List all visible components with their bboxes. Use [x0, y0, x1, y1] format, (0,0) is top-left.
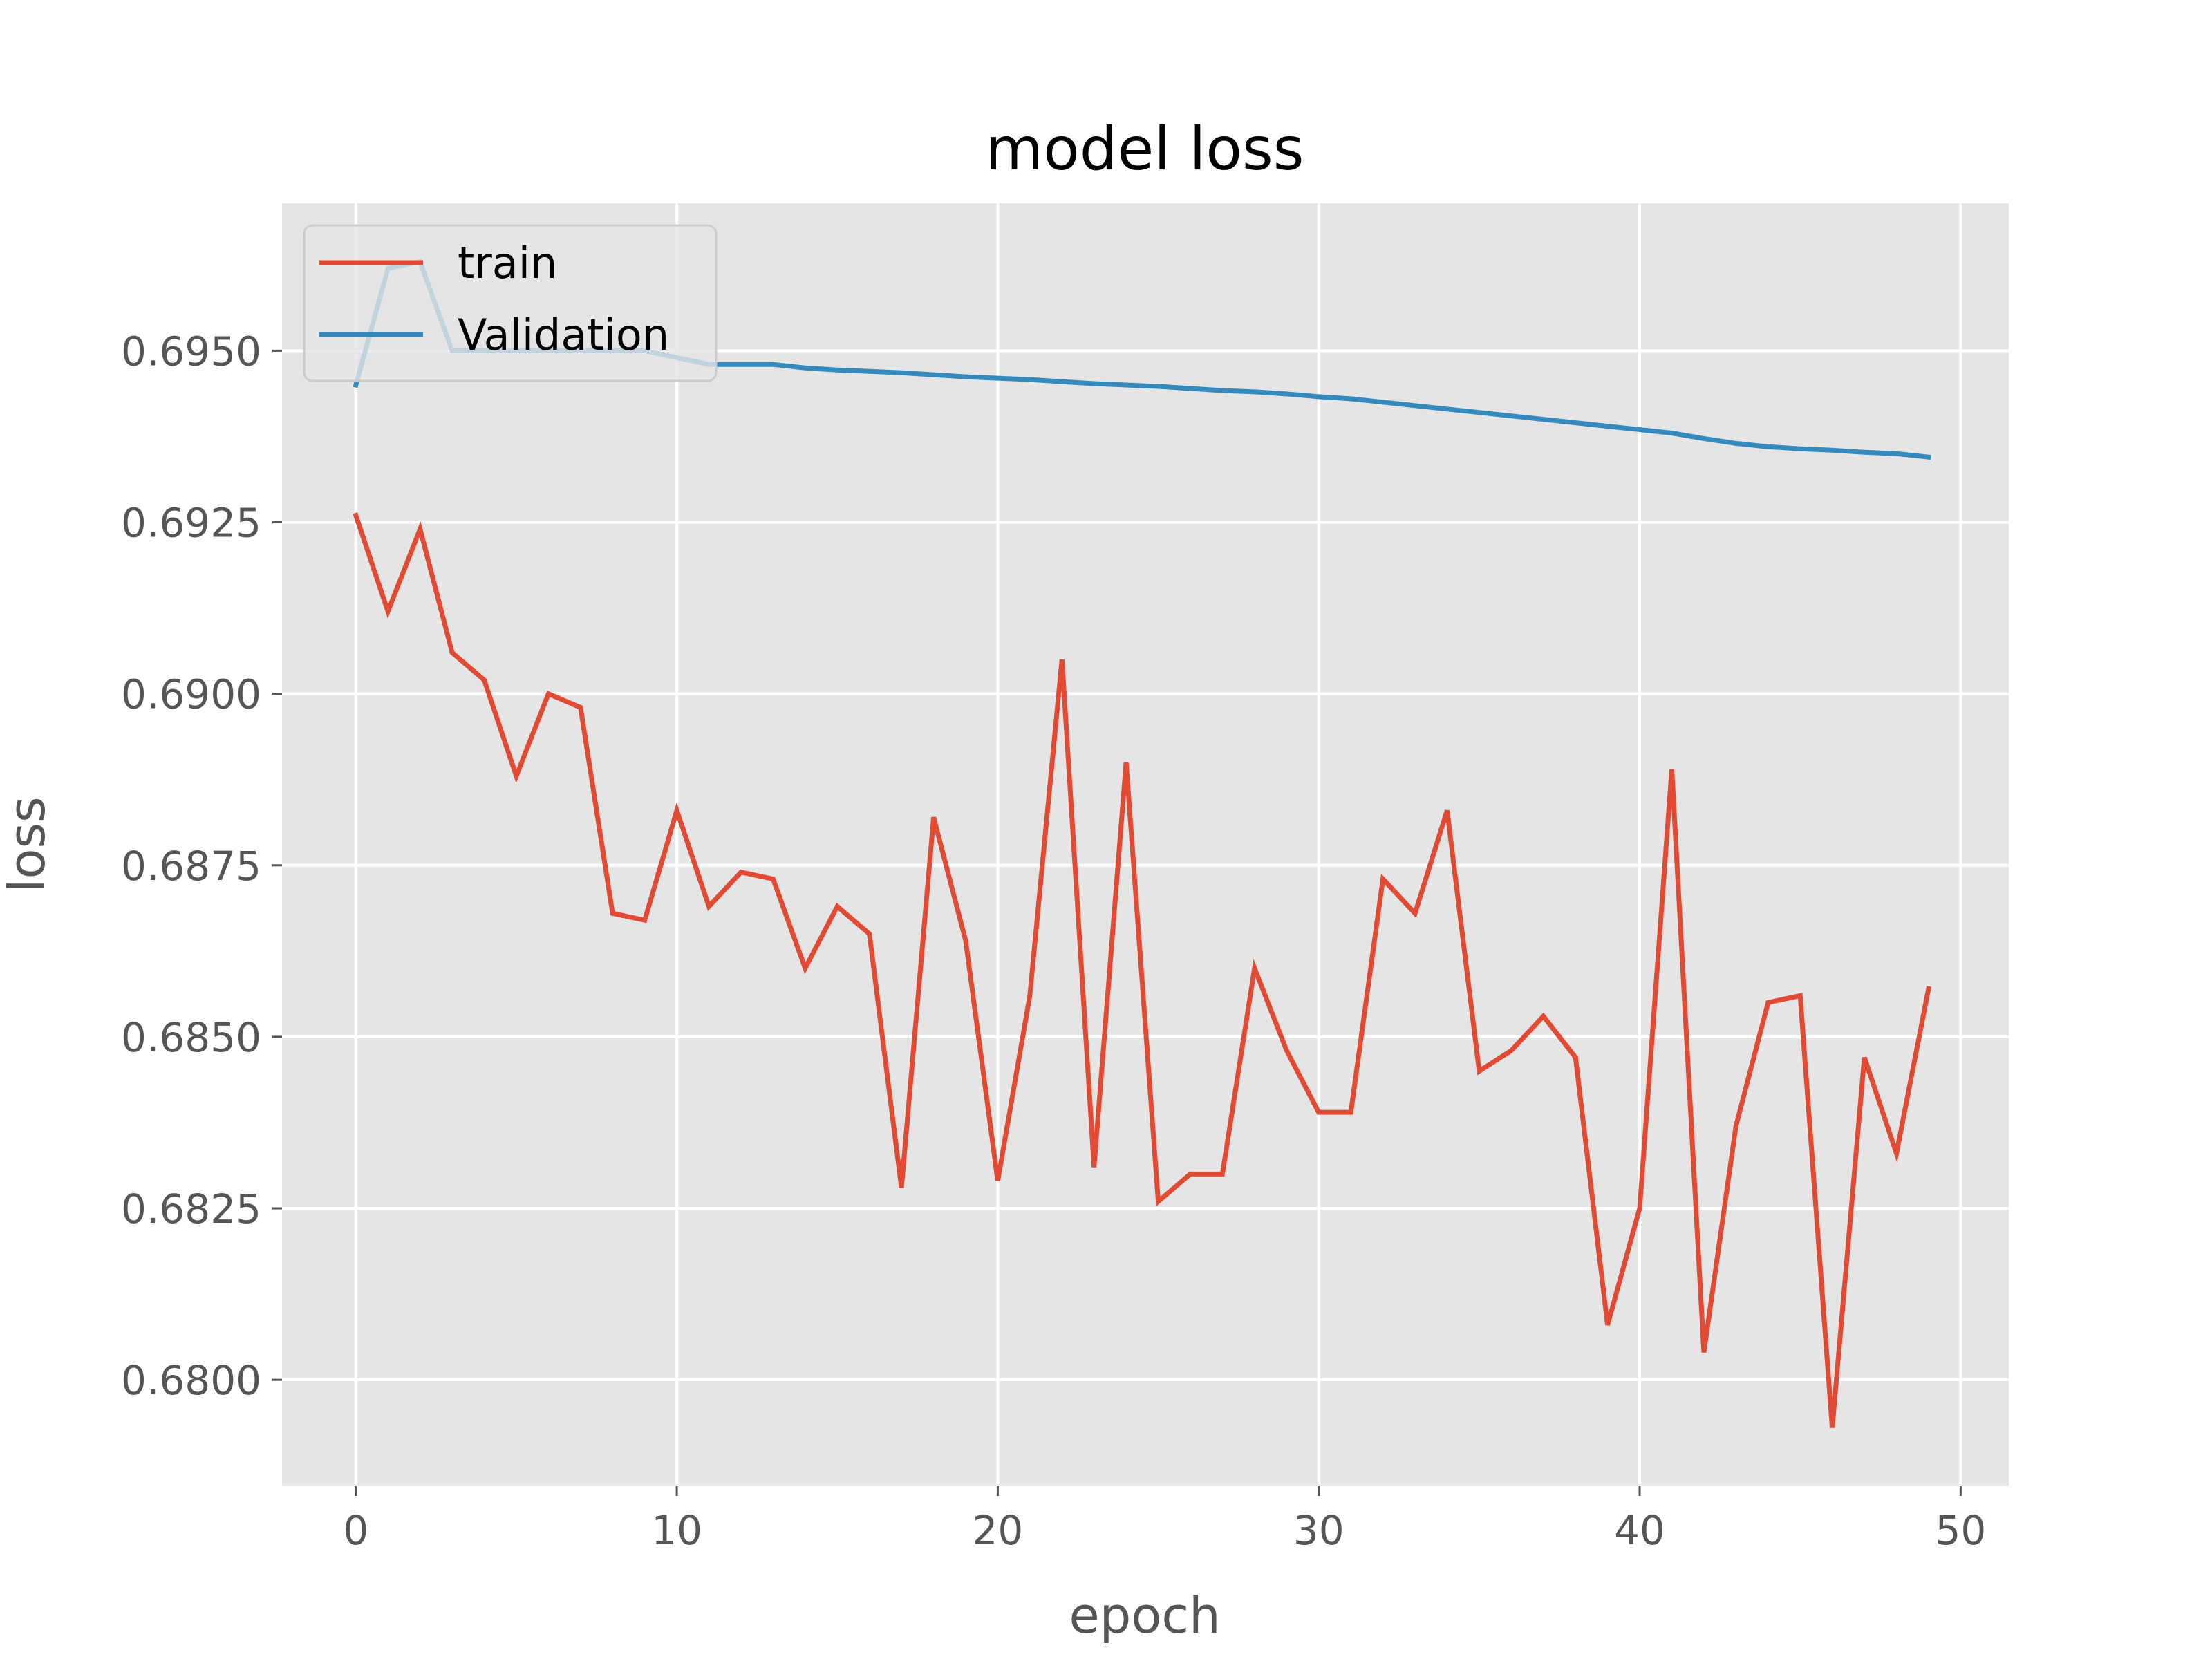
y-tick-label: 0.6925	[121, 500, 261, 547]
x-tick-label: 0	[343, 1507, 368, 1554]
y-tick-label: 0.6950	[121, 328, 261, 375]
legend-label-train: train	[458, 238, 557, 288]
x-tick-label: 40	[1614, 1507, 1665, 1554]
x-ticks: 0 10 20 30 40 50	[343, 1486, 1986, 1554]
legend: train Validation	[303, 224, 718, 382]
y-tick-label: 0.6800	[121, 1357, 261, 1404]
x-axis-label: epoch	[1069, 1586, 1220, 1644]
x-tick-label: 30	[1293, 1507, 1344, 1554]
series-line-train	[353, 512, 1932, 1428]
x-tick-label: 20	[973, 1507, 1024, 1554]
chart-title: model loss	[985, 115, 1304, 184]
y-tick-label: 0.6900	[121, 671, 261, 718]
y-ticks: 0.6800 0.6825 0.6850 0.6875 0.6900 0.6925 0.69…	[121, 328, 282, 1404]
x-tick-label: 10	[651, 1507, 702, 1554]
y-tick-label: 0.6825	[121, 1185, 261, 1232]
x-tick-label: 50	[1935, 1507, 1986, 1554]
legend-label-validation: Validation	[458, 310, 669, 360]
y-tick-label: 0.6875	[121, 843, 261, 890]
y-axis-label: loss	[0, 796, 56, 892]
y-tick-label: 0.6850	[121, 1014, 261, 1061]
plot-area	[282, 203, 2009, 1486]
grid-lines	[282, 203, 2009, 1486]
